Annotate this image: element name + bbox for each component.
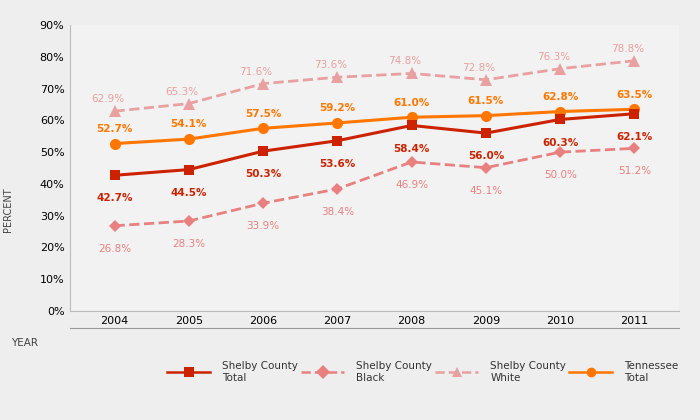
Text: 42.7%: 42.7% — [97, 193, 133, 203]
Text: 73.6%: 73.6% — [314, 60, 347, 70]
Text: 78.8%: 78.8% — [611, 44, 644, 54]
Text: 61.5%: 61.5% — [468, 96, 504, 106]
Text: 71.6%: 71.6% — [239, 67, 273, 76]
Text: 46.9%: 46.9% — [395, 180, 428, 190]
Text: 33.9%: 33.9% — [246, 221, 280, 231]
Text: 26.8%: 26.8% — [98, 244, 131, 254]
Text: 65.3%: 65.3% — [165, 87, 198, 97]
Text: 50.3%: 50.3% — [245, 169, 281, 179]
Text: 62.8%: 62.8% — [542, 92, 578, 102]
Text: 76.3%: 76.3% — [537, 52, 570, 62]
Text: 60.3%: 60.3% — [542, 137, 578, 147]
Text: 52.7%: 52.7% — [97, 124, 133, 134]
Text: 61.0%: 61.0% — [393, 97, 430, 108]
Text: Shelby County
White: Shelby County White — [490, 361, 566, 383]
Text: 57.5%: 57.5% — [245, 109, 281, 118]
Text: PERCENT: PERCENT — [4, 188, 13, 232]
Text: YEAR: YEAR — [11, 338, 38, 348]
Text: 38.4%: 38.4% — [321, 207, 354, 217]
Text: 28.3%: 28.3% — [172, 239, 205, 249]
Text: 56.0%: 56.0% — [468, 151, 504, 161]
Text: 50.0%: 50.0% — [544, 170, 577, 180]
Text: 63.5%: 63.5% — [616, 89, 652, 100]
Text: 62.9%: 62.9% — [91, 94, 124, 104]
Text: 44.5%: 44.5% — [171, 188, 207, 198]
Text: 58.4%: 58.4% — [393, 144, 430, 154]
Text: Shelby County
Total: Shelby County Total — [223, 361, 298, 383]
Text: 54.1%: 54.1% — [171, 119, 207, 129]
Text: 51.2%: 51.2% — [618, 166, 651, 176]
Text: Tennessee
Total: Tennessee Total — [624, 361, 678, 383]
Text: 59.2%: 59.2% — [319, 103, 356, 113]
Text: 62.1%: 62.1% — [616, 132, 652, 142]
Text: 74.8%: 74.8% — [388, 57, 421, 66]
Text: 72.8%: 72.8% — [463, 63, 496, 73]
Text: 45.1%: 45.1% — [469, 186, 503, 196]
Text: 53.6%: 53.6% — [319, 159, 356, 169]
Text: Shelby County
Black: Shelby County Black — [356, 361, 432, 383]
